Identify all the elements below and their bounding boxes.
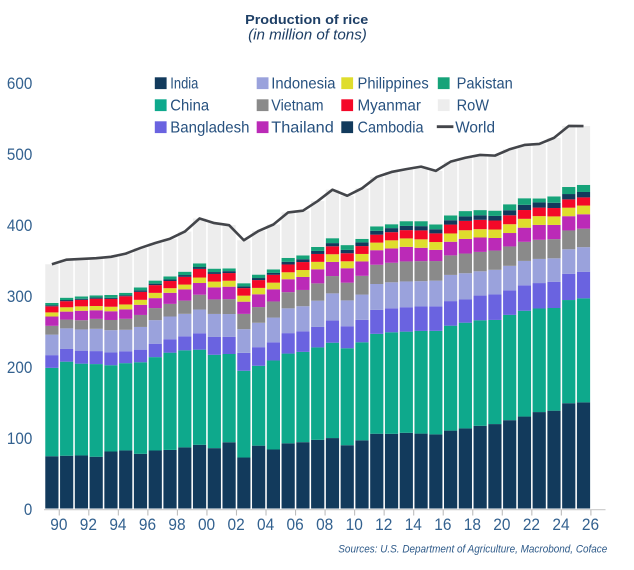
svg-text:600: 600 [7, 74, 32, 93]
svg-text:Production of rice: Production of rice [245, 12, 368, 27]
svg-text:Indonesia: Indonesia [271, 75, 335, 92]
svg-text:(in million of tons): (in million of tons) [248, 27, 367, 43]
svg-text:Pakistan: Pakistan [457, 75, 513, 92]
svg-text:10: 10 [346, 515, 363, 534]
svg-text:20: 20 [493, 515, 510, 534]
svg-text:China: China [170, 97, 209, 114]
svg-text:00: 00 [198, 515, 215, 534]
svg-text:12: 12 [375, 515, 392, 534]
svg-text:Vietnam: Vietnam [271, 97, 323, 114]
svg-text:200: 200 [7, 358, 32, 377]
svg-text:Philippines: Philippines [358, 75, 429, 92]
svg-text:08: 08 [316, 515, 333, 534]
svg-text:26: 26 [582, 515, 599, 534]
svg-text:98: 98 [168, 515, 185, 534]
svg-text:24: 24 [552, 515, 569, 534]
svg-text:100: 100 [7, 429, 32, 448]
svg-text:04: 04 [257, 515, 274, 534]
svg-text:Sources: U.S. Department of Ag: Sources: U.S. Department of Agriculture,… [338, 544, 607, 556]
svg-text:Cambodia: Cambodia [358, 119, 424, 136]
svg-text:90: 90 [50, 515, 67, 534]
svg-text:22: 22 [523, 515, 540, 534]
svg-text:96: 96 [139, 515, 156, 534]
svg-text:400: 400 [7, 216, 32, 235]
svg-text:16: 16 [434, 515, 451, 534]
svg-text:0: 0 [24, 500, 32, 519]
svg-text:Thailand: Thailand [271, 119, 334, 136]
svg-text:500: 500 [7, 145, 32, 164]
svg-text:300: 300 [7, 287, 32, 306]
svg-text:06: 06 [287, 515, 304, 534]
svg-text:94: 94 [109, 515, 126, 534]
svg-text:02: 02 [227, 515, 244, 534]
svg-text:RoW: RoW [457, 97, 490, 114]
svg-text:92: 92 [80, 515, 97, 534]
svg-text:Myanmar: Myanmar [358, 97, 422, 114]
svg-text:India: India [170, 75, 198, 92]
svg-text:18: 18 [464, 515, 481, 534]
svg-text:World: World [455, 119, 495, 136]
svg-text:14: 14 [405, 515, 422, 534]
svg-text:Bangladesh: Bangladesh [170, 119, 249, 136]
